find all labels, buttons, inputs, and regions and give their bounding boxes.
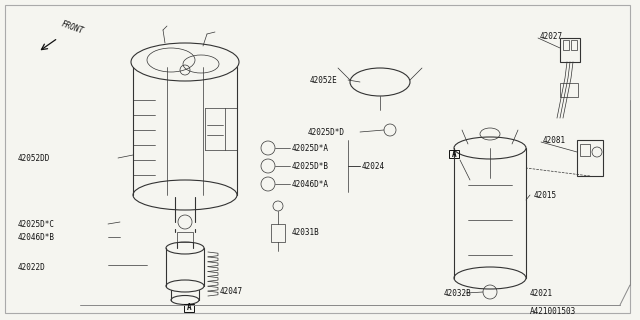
Text: 42025D*C: 42025D*C (18, 220, 55, 228)
Text: 42025D*D: 42025D*D (308, 127, 345, 137)
Text: 42022D: 42022D (18, 263, 45, 273)
Text: 42024: 42024 (362, 162, 385, 171)
Text: 42027: 42027 (540, 31, 563, 41)
Text: FRONT: FRONT (60, 20, 85, 36)
Text: A: A (452, 149, 456, 158)
Text: 42047: 42047 (220, 286, 243, 295)
Bar (571, 40, 577, 50)
Bar (563, 40, 569, 50)
Text: 42052E: 42052E (310, 76, 338, 84)
Text: A421001503: A421001503 (530, 308, 576, 316)
Text: 42046D*A: 42046D*A (292, 180, 329, 188)
Bar (271, 224, 285, 242)
Bar (577, 140, 603, 176)
Bar (177, 232, 193, 242)
Text: 42052DD: 42052DD (18, 154, 51, 163)
Bar (184, 304, 194, 312)
Text: 42015: 42015 (534, 190, 557, 199)
Text: A: A (187, 303, 191, 313)
Text: 42025D*A: 42025D*A (292, 143, 329, 153)
Bar (449, 150, 459, 158)
Text: 42021: 42021 (530, 289, 553, 298)
Text: 42031B: 42031B (292, 228, 320, 236)
Text: 42046D*B: 42046D*B (18, 233, 55, 242)
Bar (560, 38, 580, 62)
Text: 42025D*B: 42025D*B (292, 162, 329, 171)
Bar (560, 83, 578, 97)
Bar (580, 144, 590, 156)
Text: 42081: 42081 (543, 135, 566, 145)
Text: 42032B: 42032B (444, 289, 472, 298)
